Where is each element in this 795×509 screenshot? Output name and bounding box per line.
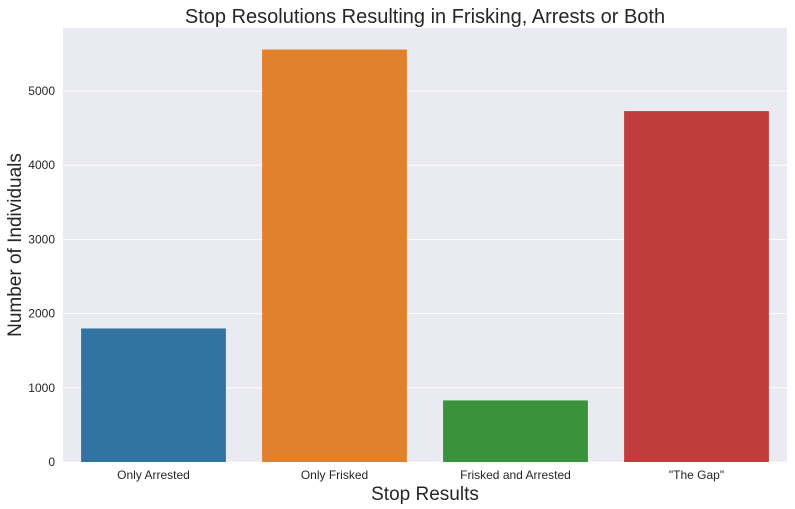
x-axis-label: Stop Results [371, 484, 479, 505]
y-tick-label: 2000 [28, 307, 55, 321]
y-tick-label: 4000 [28, 158, 55, 172]
x-tick-label: Only Arrested [117, 468, 190, 482]
chart-title: Stop Resolutions Resulting in Frisking, … [185, 6, 665, 28]
y-tick-label: 3000 [28, 232, 55, 246]
bars [81, 49, 769, 463]
bar [624, 111, 769, 462]
x-tick-label: Only Frisked [301, 468, 368, 482]
y-tick-label: 5000 [28, 84, 55, 98]
y-tick-label: 1000 [28, 381, 55, 395]
x-tick-labels: Only Arrested Only Frisked Frisked and Arr… [117, 468, 724, 482]
bar [443, 400, 588, 462]
bar [262, 49, 407, 463]
y-tick-labels: 0 1000 2000 3000 4000 5000 [28, 84, 55, 469]
x-tick-label: "The Gap" [669, 468, 724, 482]
x-tick-label: Frisked and Arrested [460, 468, 571, 482]
y-axis-label: Number of Individuals [5, 153, 26, 337]
bar [81, 328, 226, 462]
y-tick-label: 0 [48, 455, 55, 469]
